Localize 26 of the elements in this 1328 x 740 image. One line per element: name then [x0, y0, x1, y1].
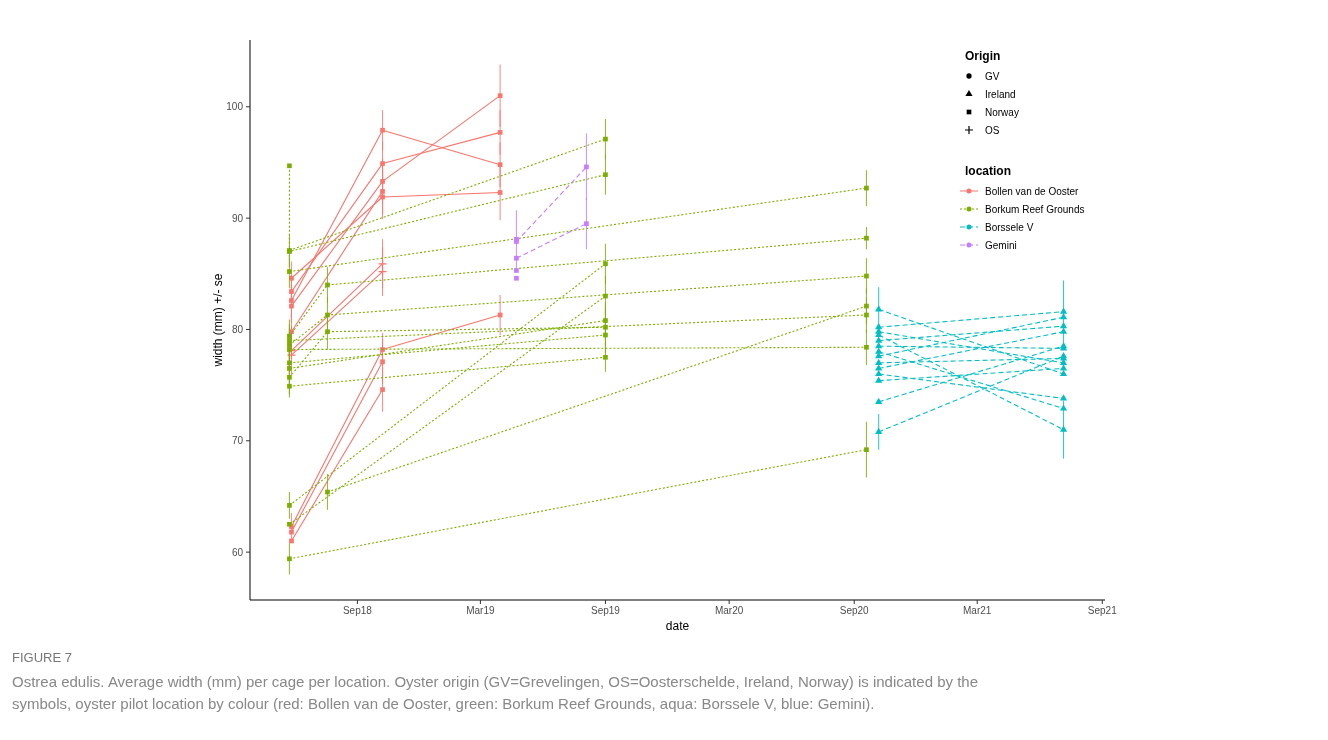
x-tick-label: Sep20 [839, 605, 870, 616]
y-tick-label: 80 [231, 323, 244, 335]
legend-label: OS [985, 125, 1000, 136]
x-axis-title: date [665, 619, 690, 633]
y-axis-title: width (mm) +/- se [211, 273, 225, 368]
x-tick-label: Sep21 [1087, 605, 1118, 616]
legend-label: Borkum Reef Grounds [985, 204, 1085, 215]
legend-label: Norway [985, 107, 1019, 118]
legend-label: Borssele V [985, 222, 1034, 233]
y-tick-label: 90 [231, 212, 244, 224]
text: location [965, 164, 1012, 178]
legend-label: Ireland [985, 89, 1016, 100]
y-tick-label: 100 [226, 101, 244, 113]
x-tick-label: Sep18 [342, 605, 373, 616]
text: Origin [965, 49, 1001, 63]
x-tick-label: Mar20 [714, 605, 744, 616]
caption: FIGURE 7 [12, 650, 72, 665]
legend-label: Gemini [985, 240, 1017, 251]
x-tick-label: Mar21 [963, 605, 992, 616]
x-tick-label: Mar19 [466, 605, 495, 616]
x-tick-label: Sep19 [591, 605, 621, 616]
y-tick-label: 60 [231, 546, 244, 558]
legend-label: GV [985, 71, 1000, 82]
text: Ostrea edulis. Average width (mm) per cage per location. Oyster origin (GV=Grevelingen, OS=Oosterschelde, Ireland, Norway) is indicated by the symbols, oyster pilot location by colour (red: Bollen van de Ooster, green: Borkum Reef Grounds, aqua: Borssele V, blue: Gemini). [12, 673, 979, 712]
y-tick-label: 70 [231, 435, 244, 447]
legend-label: Bollen van de Ooster [985, 186, 1080, 197]
